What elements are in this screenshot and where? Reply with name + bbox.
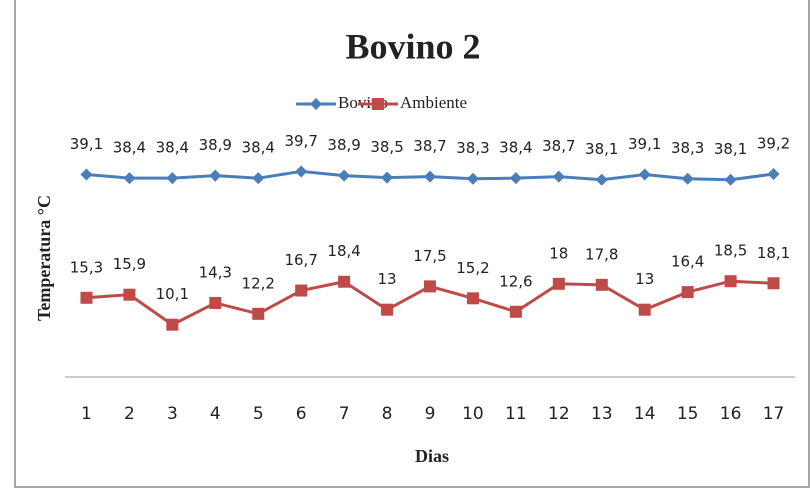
marker [681, 286, 694, 299]
x-tick-label: 1 [81, 404, 92, 424]
x-tick-label: 3 [167, 404, 178, 424]
x-tick-label: 15 [677, 404, 699, 424]
x-axis-label: Dias [415, 446, 449, 466]
data-label: 18,4 [327, 242, 360, 260]
marker [595, 173, 608, 186]
x-tick-label: 5 [253, 404, 264, 424]
data-label: 18 [549, 244, 568, 262]
x-tick-label: 11 [505, 404, 527, 424]
marker [295, 284, 308, 297]
data-label: 13 [378, 270, 397, 288]
data-label: 38,3 [456, 139, 489, 157]
data-label: 15,9 [113, 255, 146, 273]
data-label: 16,7 [284, 251, 317, 269]
x-tick-label: 10 [462, 404, 484, 424]
marker [424, 170, 436, 183]
data-label: 17,5 [413, 247, 446, 265]
chart-title: Bovino 2 [345, 26, 480, 66]
marker [166, 318, 179, 331]
data-label: 38,1 [585, 140, 618, 158]
marker [509, 172, 522, 185]
marker [681, 172, 694, 185]
data-label: 17,8 [585, 245, 618, 263]
marker [338, 275, 351, 288]
data-label: 15,3 [70, 258, 103, 276]
legend-label: Ambiente [400, 93, 467, 112]
x-tick-label: 16 [720, 404, 742, 424]
data-label: 38,3 [671, 139, 704, 157]
x-tick-label: 12 [548, 404, 570, 424]
data-label: 10,1 [156, 285, 189, 303]
data-label: 38,9 [327, 136, 360, 154]
legend-marker [310, 98, 322, 110]
marker [123, 288, 136, 301]
x-tick-label: 14 [634, 404, 656, 424]
marker [166, 172, 179, 185]
marker [638, 303, 651, 316]
legend-marker [372, 98, 384, 110]
data-label: 13 [635, 270, 654, 288]
marker [252, 172, 265, 185]
data-label: 18,1 [757, 244, 790, 262]
marker [338, 169, 351, 182]
marker [80, 168, 93, 181]
data-label: 15,2 [456, 259, 489, 277]
x-tick-label: 17 [763, 404, 785, 424]
marker [295, 165, 308, 178]
x-tick-label: 7 [339, 404, 350, 424]
x-tick-label: 13 [591, 404, 613, 424]
marker [466, 172, 479, 185]
marker [552, 170, 565, 183]
marker [638, 168, 651, 181]
data-label: 14,3 [199, 263, 232, 281]
data-label: 39,1 [70, 135, 103, 153]
data-label: 39,1 [628, 135, 661, 153]
marker [381, 171, 394, 184]
x-tick-label: 8 [382, 404, 393, 424]
data-label: 38,4 [113, 139, 146, 157]
data-label: 39,2 [757, 135, 790, 153]
marker [424, 280, 436, 293]
marker [767, 277, 780, 290]
data-label: 39,7 [284, 132, 317, 150]
x-tick-label: 6 [296, 404, 307, 424]
data-label: 38,4 [242, 139, 275, 157]
marker [724, 275, 737, 288]
data-label: 38,5 [370, 138, 403, 156]
marker [209, 296, 222, 309]
x-tick-label: 2 [124, 404, 135, 424]
marker [252, 307, 265, 320]
marker [595, 278, 608, 291]
marker [509, 305, 522, 318]
data-label: 38,1 [714, 140, 747, 158]
data-label: 38,9 [199, 136, 232, 154]
marker [466, 292, 479, 305]
data-label: 12,2 [242, 274, 275, 292]
data-label: 38,7 [542, 137, 575, 155]
data-label: 38,4 [156, 139, 189, 157]
x-tick-label: 9 [425, 404, 436, 424]
data-label: 38,7 [413, 137, 446, 155]
data-label: 16,4 [671, 253, 704, 271]
y-axis-label: Temperatura °C [34, 195, 54, 321]
data-label: 18,5 [714, 242, 747, 260]
marker [767, 168, 780, 181]
marker [80, 291, 93, 304]
data-label: 12,6 [499, 272, 532, 290]
data-label: 38,4 [499, 139, 532, 157]
chart-frame [14, 0, 810, 488]
marker [123, 172, 136, 185]
x-tick-label: 4 [210, 404, 221, 424]
marker [552, 277, 565, 290]
marker [209, 169, 222, 182]
marker [724, 173, 737, 186]
marker [381, 303, 394, 316]
